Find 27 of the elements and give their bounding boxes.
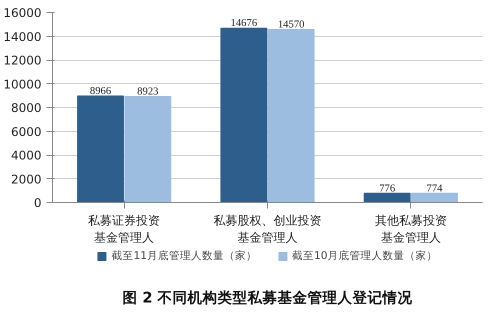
- bar: [268, 28, 315, 202]
- bar: [220, 28, 268, 202]
- bar: [77, 96, 124, 202]
- y-tick-label: 12000: [3, 54, 42, 68]
- x-tick-label: 其他私募投资基金管理人: [374, 214, 447, 244]
- data-label: 8923: [137, 86, 158, 98]
- data-label: 8966: [90, 86, 112, 98]
- x-tick-label: 私募股权、创业投资基金管理人: [214, 214, 322, 244]
- y-tick-label: 8000: [10, 101, 42, 115]
- data-label: 774: [426, 183, 444, 194]
- y-tick-label: 0: [34, 196, 42, 210]
- data-label: 776: [379, 183, 396, 194]
- data-label: 14570: [278, 19, 304, 30]
- bar: [364, 192, 411, 202]
- legend-label: 截至11月底管理人数量（家）: [111, 249, 257, 263]
- y-tick-label: 4000: [10, 148, 42, 162]
- y-tick-label: 10000: [3, 77, 42, 92]
- legend-label: 截至10月底管理人数量（家）: [292, 249, 438, 263]
- x-tick-label: 私募证券投资基金管理人: [88, 214, 160, 244]
- bar: [411, 192, 458, 202]
- bar: [124, 96, 172, 202]
- y-tick-label: 16000: [3, 6, 42, 20]
- data-label: 14676: [230, 18, 258, 30]
- y-tick-label: 14000: [3, 30, 42, 44]
- y-tick-label: 6000: [10, 124, 42, 139]
- y-tick-label: 2000: [10, 172, 42, 186]
- text: 图 2 不同机构类型私募基金管理人登记情况: [122, 289, 414, 306]
